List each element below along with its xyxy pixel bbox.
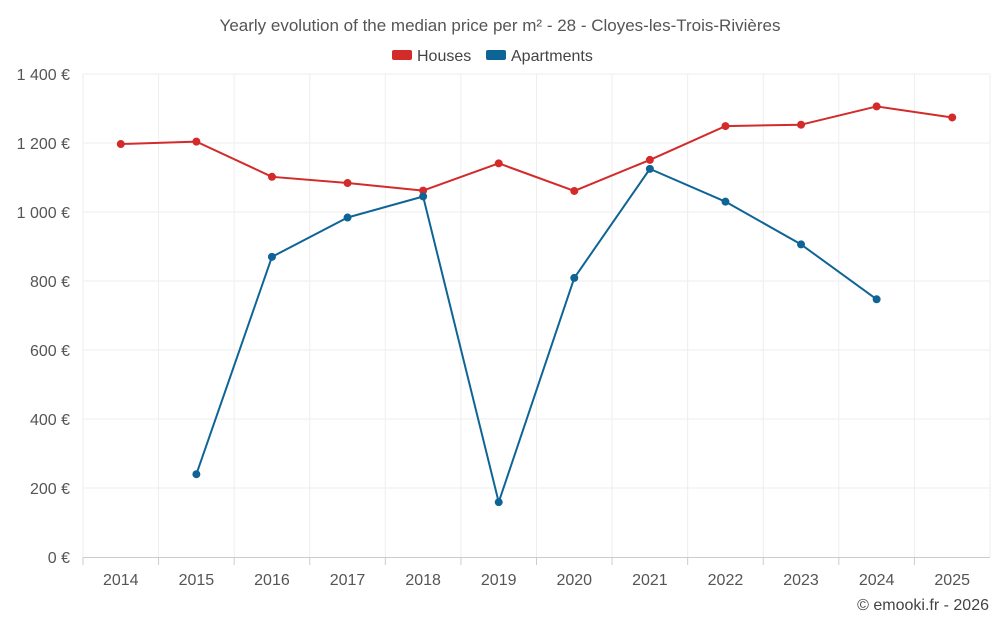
- series-line: [195, 167, 878, 504]
- data-point[interactable]: [343, 213, 352, 222]
- x-tick-label: 2014: [103, 572, 139, 589]
- data-point[interactable]: [872, 102, 881, 111]
- data-point[interactable]: [797, 240, 806, 249]
- y-tick-label: 1 000 €: [17, 205, 70, 222]
- x-tick-label: 2021: [632, 572, 668, 589]
- data-point[interactable]: [494, 498, 503, 507]
- x-tick-label: 2019: [481, 572, 517, 589]
- data-point[interactable]: [419, 186, 428, 195]
- y-tick-label: 200 €: [30, 481, 70, 498]
- y-tick-label: 600 €: [30, 343, 70, 360]
- data-point[interactable]: [721, 122, 730, 131]
- x-tick-label: 2022: [708, 572, 744, 589]
- series-layer: [116, 102, 957, 507]
- legend-label: Apartments: [511, 48, 593, 65]
- legend-item-houses[interactable]: Houses: [392, 48, 471, 65]
- x-tick-label: 2018: [405, 572, 441, 589]
- data-point[interactable]: [116, 140, 125, 149]
- data-point[interactable]: [494, 159, 503, 168]
- data-point[interactable]: [948, 113, 957, 122]
- credit-text: © emooki.fr - 2026: [857, 597, 989, 614]
- data-point[interactable]: [645, 155, 654, 164]
- data-point[interactable]: [267, 252, 276, 261]
- data-point[interactable]: [797, 120, 806, 129]
- y-axis-ticks: 0 € 200 € 400 € 600 € 800 € 1 000 € 1 200 € 1 4…: [17, 67, 70, 567]
- x-tick-label: 2017: [330, 572, 366, 589]
- x-tick-label: 2020: [556, 572, 592, 589]
- legend: Houses Apartments: [392, 48, 593, 65]
- y-tick-label: 1 400 €: [17, 67, 70, 84]
- data-point[interactable]: [872, 295, 881, 304]
- y-tick-label: 1 200 €: [17, 136, 70, 153]
- data-point[interactable]: [343, 179, 352, 188]
- x-tick-label: 2025: [934, 572, 970, 589]
- legend-swatch: [392, 50, 412, 60]
- legend-item-apartments[interactable]: Apartments: [486, 48, 593, 65]
- series-apartments: [192, 164, 881, 507]
- x-axis-ticks: 2014 2015 2016 2017 2018 2019 2020 2021 2022 2023…: [82, 557, 970, 589]
- data-point[interactable]: [192, 137, 201, 146]
- y-gridlines: [83, 73, 990, 489]
- x-tick-label: 2024: [859, 572, 895, 589]
- data-point[interactable]: [570, 186, 579, 195]
- y-tick-label: 0 €: [48, 550, 70, 567]
- legend-swatch: [486, 50, 506, 60]
- data-point[interactable]: [192, 470, 201, 479]
- y-tick-label: 800 €: [30, 274, 70, 291]
- x-gridlines: [82, 74, 991, 557]
- data-point[interactable]: [570, 273, 579, 282]
- data-point[interactable]: [721, 197, 730, 206]
- chart-title: Yearly evolution of the median price per…: [220, 16, 781, 35]
- legend-label: Houses: [417, 48, 471, 65]
- x-tick-label: 2023: [783, 572, 819, 589]
- x-tick-label: 2015: [179, 572, 215, 589]
- data-point[interactable]: [267, 172, 276, 181]
- y-tick-label: 400 €: [30, 412, 70, 429]
- x-tick-label: 2016: [254, 572, 290, 589]
- data-point[interactable]: [645, 164, 654, 173]
- series-houses: [116, 102, 957, 195]
- data-point[interactable]: [419, 192, 428, 201]
- series-line: [120, 105, 953, 192]
